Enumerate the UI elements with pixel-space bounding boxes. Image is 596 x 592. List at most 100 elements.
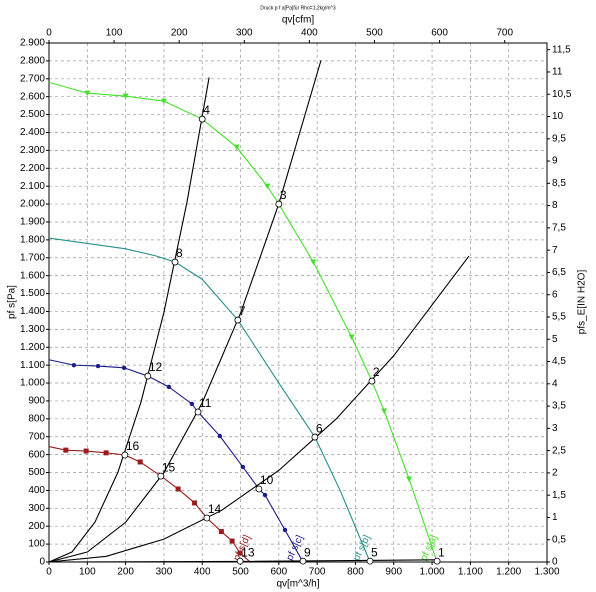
y-tick-label: 2.100 [20, 181, 45, 192]
x2-tick-label: 500 [366, 28, 383, 39]
y-tick-label: 1.800 [20, 235, 45, 246]
operating-point [255, 485, 263, 493]
y2-tick-label: 3,5 [552, 401, 566, 412]
y-tick-label: 100 [28, 539, 45, 550]
x2-tick-label: 300 [236, 28, 253, 39]
x2-axis-label: qv[cfm] [282, 15, 314, 26]
y-tick-label: 200 [28, 521, 45, 532]
operating-point [366, 557, 374, 565]
x-tick-label: 1.000 [420, 567, 445, 578]
y2-tick-label: 5 [552, 334, 558, 345]
marker [406, 476, 413, 482]
operating-point [144, 372, 152, 380]
marker [71, 362, 77, 368]
series-line [48, 81, 438, 563]
operating-point [236, 557, 244, 565]
y-tick-label: 2.000 [20, 199, 45, 210]
y2-tick-label: 2,5 [552, 445, 566, 456]
y2-tick-label: 10,5 [552, 89, 572, 100]
y-tick-label: 1.300 [20, 324, 45, 335]
operating-point-label: 6 [316, 421, 323, 435]
y2-tick-label: 1,5 [552, 490, 566, 501]
operating-point-label: 13 [241, 545, 255, 559]
y-tick-label: 900 [28, 396, 45, 407]
operating-point [311, 433, 319, 441]
x-tick-label: 200 [117, 567, 134, 578]
marker [175, 486, 181, 492]
operating-point-label: 9 [304, 545, 311, 559]
y-tick-label: 2.300 [20, 145, 45, 156]
y-tick-label: 2.500 [20, 109, 45, 120]
y-tick-label: 0 [39, 557, 45, 568]
marker [192, 500, 198, 506]
y-tick-label: 1.500 [20, 288, 45, 299]
y-tick-label: 2.800 [20, 56, 45, 67]
marker [103, 450, 109, 456]
marker [83, 448, 89, 454]
x-tick-label: 600 [271, 567, 288, 578]
y2-tick-label: 11 [552, 67, 563, 78]
x-tick-label: 400 [194, 567, 211, 578]
x-tick-label: 500 [232, 567, 249, 578]
operating-point-label: 10 [260, 473, 274, 487]
y-tick-label: 1.100 [20, 360, 45, 371]
operating-point-label: 12 [149, 360, 163, 374]
y2-tick-label: 10 [552, 111, 564, 122]
y2-tick-label: 6,5 [552, 267, 566, 278]
x-tick-label: 800 [347, 567, 364, 578]
y2-tick-label: 3 [552, 423, 558, 434]
x2-tick-label: 600 [431, 28, 448, 39]
marker [218, 529, 224, 535]
operating-point-label: 11 [199, 396, 212, 410]
operating-point [299, 557, 307, 565]
operating-point [275, 200, 283, 208]
y-tick-label: 400 [28, 485, 45, 496]
y-tick-label: 1.400 [20, 306, 45, 317]
operating-point [121, 451, 129, 459]
marker [262, 492, 268, 498]
operating-point-label: 4 [203, 103, 210, 117]
y-tick-label: 2.400 [20, 127, 45, 138]
x2-tick-label: 100 [106, 28, 123, 39]
operating-point-label: 3 [280, 188, 287, 202]
marker [121, 365, 127, 371]
operating-point [171, 258, 179, 266]
y2-tick-label: 4,5 [552, 356, 566, 367]
y2-tick-label: 11,5 [552, 44, 571, 55]
chart-title: Druck p f a[Pa]für Rho=1,2kg/m^3 [260, 5, 336, 11]
y2-tick-label: 0 [552, 557, 558, 568]
x2-tick-label: 0 [46, 28, 52, 39]
y-tick-label: 1.700 [20, 252, 45, 263]
y-tick-label: 2.700 [20, 73, 45, 84]
marker [348, 334, 355, 341]
marker [84, 90, 91, 97]
marker [229, 538, 235, 544]
y-tick-label: 2.600 [20, 91, 45, 102]
y2-tick-label: 4 [552, 378, 558, 389]
y-tick-label: 2.900 [20, 38, 45, 49]
operating-point [194, 408, 202, 416]
marker [240, 464, 246, 470]
y2-tick-label: 8 [552, 200, 558, 211]
marker [95, 363, 101, 369]
series-line [48, 60, 322, 563]
y2-tick-label: 1 [552, 512, 558, 523]
operating-point-label: 16 [126, 439, 140, 453]
y2-tick-label: 2 [552, 468, 558, 479]
operating-point [433, 557, 441, 565]
y-tick-label: 1.000 [20, 378, 45, 389]
x2-tick-label: 700 [496, 28, 513, 39]
operating-point-label: 1 [438, 545, 445, 559]
x2-tick-label: 200 [171, 28, 188, 39]
marker [63, 447, 69, 453]
marker [233, 144, 240, 151]
marker [166, 384, 172, 390]
y2-tick-label: 0,5 [552, 534, 566, 545]
y-tick-label: 1.600 [20, 270, 45, 281]
x-tick-label: 100 [79, 567, 96, 578]
y-tick-label: 500 [28, 467, 45, 478]
operating-point-label: 5 [371, 545, 378, 559]
marker [282, 527, 288, 533]
operating-point-label: 14 [208, 502, 222, 516]
